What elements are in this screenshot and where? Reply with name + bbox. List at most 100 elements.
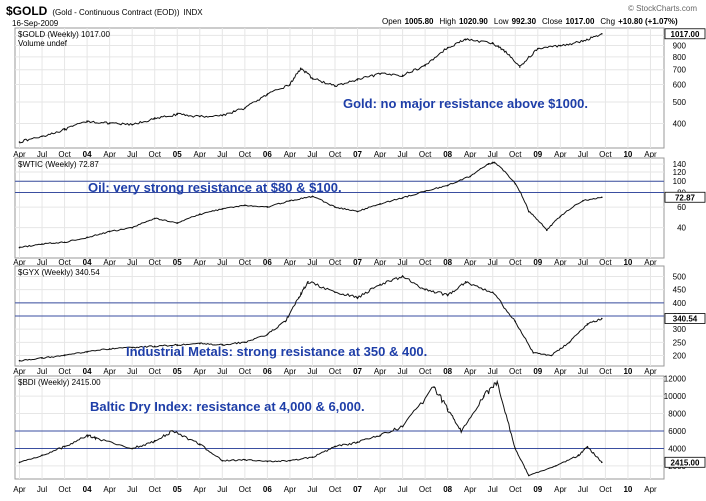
x-tick-label: Oct: [58, 485, 71, 494]
x-tick-label: Apr: [464, 485, 477, 494]
data-point: [221, 459, 224, 462]
data-point: [153, 345, 156, 348]
data-point: [299, 67, 302, 70]
x-tick-label: 09: [533, 150, 542, 159]
data-point: [18, 246, 21, 249]
data-point: [555, 465, 557, 467]
header-description: (Gold - Continuous Contract (EOD)): [52, 8, 179, 17]
data-point: [334, 445, 336, 448]
x-tick-label: Apr: [554, 367, 567, 376]
x-tick-label: Apr: [194, 367, 207, 376]
x-tick-label: 08: [443, 258, 452, 267]
data-point: [424, 190, 426, 193]
y-tick-label: 250: [673, 338, 687, 347]
last-value-badge: 340.54: [664, 313, 706, 324]
x-tick-label: Jul: [307, 150, 317, 159]
x-tick-label: Oct: [419, 258, 432, 267]
x-tick-label: Oct: [239, 485, 252, 494]
x-tick-label: Apr: [13, 367, 26, 376]
stat-value-high: 1020.90: [459, 17, 488, 26]
x-tick-label: 04: [83, 485, 92, 494]
x-tick-label: Oct: [148, 150, 161, 159]
x-tick-label: Jul: [488, 485, 498, 494]
x-tick-label: Apr: [374, 485, 387, 494]
y-tick-label: 450: [673, 286, 687, 295]
data-point: [446, 294, 449, 296]
last-value-badge: 2415.00: [664, 456, 706, 468]
series-line-metals: [19, 274, 603, 362]
x-tick-label: Jul: [578, 150, 588, 159]
x-tick-label: Apr: [194, 485, 207, 494]
y-tick-label: 300: [673, 325, 687, 334]
data-point: [131, 346, 133, 349]
data-point: [601, 317, 603, 320]
data-point: [284, 320, 287, 323]
data-point: [491, 42, 494, 45]
stat-key-chg: Chg: [600, 17, 615, 26]
annotation-gold: Gold: no major resistance above $1000.: [343, 96, 588, 111]
data-point: [298, 296, 300, 299]
data-point: [221, 344, 224, 346]
x-tick-label: Jul: [37, 258, 47, 267]
data-point: [537, 48, 539, 50]
data-point: [244, 204, 246, 207]
data-point: [131, 123, 133, 126]
x-tick-label: Apr: [13, 150, 26, 159]
y-tick-label: 60: [677, 203, 686, 212]
x-tick-label: Apr: [554, 150, 567, 159]
x-tick-label: Apr: [374, 367, 387, 376]
x-tick-label: Apr: [194, 258, 207, 267]
data-point: [464, 281, 467, 283]
data-point: [311, 195, 314, 198]
data-point: [221, 114, 224, 117]
x-tick-label: Oct: [58, 150, 71, 159]
x-tick-label: Oct: [329, 367, 342, 376]
data-point: [401, 425, 404, 428]
data-point: [131, 447, 133, 450]
data-point: [464, 38, 467, 41]
x-tick-label: Jul: [127, 258, 137, 267]
data-point: [131, 226, 133, 229]
x-tick-label: Apr: [103, 150, 116, 159]
data-point: [221, 208, 224, 210]
data-point: [199, 213, 201, 216]
x-tick-label: Jul: [397, 367, 407, 376]
data-point: [482, 395, 485, 397]
y-tick-label: 400: [673, 299, 687, 308]
x-tick-label: Apr: [284, 150, 297, 159]
y-tick-label: 400: [673, 119, 687, 128]
data-point: [199, 115, 201, 118]
x-tick-label: Jul: [217, 485, 227, 494]
data-point: [176, 113, 178, 116]
data-point: [586, 323, 589, 325]
x-tick-label: Jul: [37, 150, 47, 159]
y-tick-label: 200: [673, 351, 687, 360]
y-tick-label: 100: [673, 177, 687, 186]
panel-label-gold: $GOLD (Weekly) 1017.00: [18, 30, 110, 39]
last-value-text: 1017.00: [671, 30, 700, 39]
x-tick-label: Apr: [103, 258, 116, 267]
data-point: [244, 459, 246, 461]
data-point: [582, 200, 584, 202]
data-point: [244, 107, 246, 109]
data-point: [18, 461, 21, 464]
x-tick-label: Oct: [509, 258, 522, 267]
x-tick-label: Oct: [148, 485, 161, 494]
data-point: [601, 461, 603, 464]
data-point: [379, 434, 381, 437]
x-tick-label: 07: [353, 258, 362, 267]
data-point: [199, 443, 201, 445]
data-point: [446, 184, 449, 187]
data-point: [446, 46, 449, 49]
data-point: [586, 445, 589, 448]
x-axis-oil: Apr Jul Oct 04 Apr Jul Oct 05 Apr Jul Oct 06 Apr Jul O…: [13, 258, 657, 267]
x-tick-label: Apr: [644, 258, 657, 267]
x-tick-label: Oct: [599, 150, 612, 159]
last-value-text: 2415.00: [671, 458, 700, 467]
data-point: [108, 122, 111, 125]
x-tick-label: Jul: [217, 258, 227, 267]
last-value-badge: 72.87: [664, 191, 706, 203]
data-point: [559, 215, 562, 218]
stat-key-low: Low: [494, 17, 509, 26]
